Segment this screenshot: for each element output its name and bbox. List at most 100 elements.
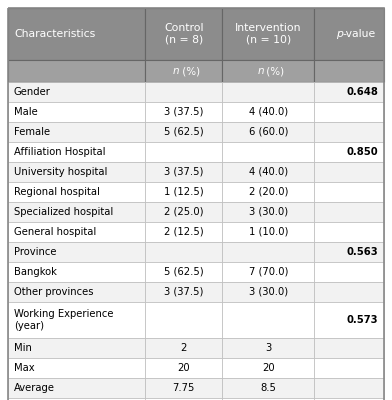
Text: 5 (62.5): 5 (62.5) <box>164 267 203 277</box>
Text: -value: -value <box>342 29 376 39</box>
Bar <box>222 8 314 60</box>
Bar <box>8 222 145 242</box>
Bar <box>314 338 384 358</box>
Bar <box>145 378 222 398</box>
Bar <box>222 282 314 302</box>
Bar <box>8 358 145 378</box>
Text: General hospital: General hospital <box>14 227 96 237</box>
Bar <box>145 222 222 242</box>
Bar <box>145 338 222 358</box>
Text: 20: 20 <box>262 363 275 373</box>
Text: Bangkok: Bangkok <box>14 267 57 277</box>
Text: 0.563: 0.563 <box>347 247 378 257</box>
Text: Min: Min <box>14 343 32 353</box>
Bar <box>222 202 314 222</box>
Text: n: n <box>258 66 264 76</box>
Bar <box>222 142 314 162</box>
Bar <box>222 82 314 102</box>
Bar <box>222 378 314 398</box>
Text: 3 (37.5): 3 (37.5) <box>164 167 203 177</box>
Bar <box>145 398 222 400</box>
Text: 0.573: 0.573 <box>347 315 378 325</box>
Text: 0.850: 0.850 <box>347 147 378 157</box>
Text: 4 (40.0): 4 (40.0) <box>249 167 288 177</box>
Text: 2 (12.5): 2 (12.5) <box>164 227 203 237</box>
Bar <box>314 142 384 162</box>
Bar <box>145 202 222 222</box>
Text: 4 (40.0): 4 (40.0) <box>249 107 288 117</box>
Bar <box>8 262 145 282</box>
Text: Female: Female <box>14 127 50 137</box>
Text: (%): (%) <box>263 66 285 76</box>
Text: Max: Max <box>14 363 34 373</box>
Bar <box>145 102 222 122</box>
Bar <box>145 262 222 282</box>
Bar <box>8 82 145 102</box>
Text: Working Experience
(year): Working Experience (year) <box>14 309 114 331</box>
Bar <box>314 282 384 302</box>
Bar <box>8 302 145 338</box>
Bar <box>8 182 145 202</box>
Text: 0.648: 0.648 <box>346 87 378 97</box>
Bar <box>222 262 314 282</box>
Bar <box>8 162 145 182</box>
Bar <box>314 302 384 338</box>
Bar <box>8 378 145 398</box>
Text: 6 (60.0): 6 (60.0) <box>249 127 288 137</box>
Text: Intervention
(n = 10): Intervention (n = 10) <box>235 23 301 45</box>
Bar <box>222 222 314 242</box>
Bar <box>314 162 384 182</box>
Bar <box>145 358 222 378</box>
Text: 2 (20.0): 2 (20.0) <box>249 187 288 197</box>
Bar <box>145 162 222 182</box>
Bar <box>145 60 222 82</box>
Bar <box>314 8 384 60</box>
Bar <box>222 242 314 262</box>
Text: 3: 3 <box>265 343 272 353</box>
Text: 3 (30.0): 3 (30.0) <box>249 287 288 297</box>
Bar <box>314 358 384 378</box>
Text: n: n <box>173 66 180 76</box>
Bar <box>8 338 145 358</box>
Bar <box>314 378 384 398</box>
Bar <box>8 398 145 400</box>
Text: 7.75: 7.75 <box>172 383 195 393</box>
Bar <box>8 60 145 82</box>
Bar <box>222 358 314 378</box>
Text: 20: 20 <box>178 363 190 373</box>
Bar <box>314 182 384 202</box>
Bar <box>314 82 384 102</box>
Bar <box>314 102 384 122</box>
Bar <box>222 60 314 82</box>
Bar <box>145 142 222 162</box>
Text: p: p <box>336 29 343 39</box>
Text: Specialized hospital: Specialized hospital <box>14 207 113 217</box>
Text: 2: 2 <box>181 343 187 353</box>
Text: Average: Average <box>14 383 55 393</box>
Text: University hospital: University hospital <box>14 167 107 177</box>
Bar <box>314 60 384 82</box>
Bar <box>222 302 314 338</box>
Text: 1 (12.5): 1 (12.5) <box>164 187 203 197</box>
Bar <box>222 338 314 358</box>
Bar <box>145 8 222 60</box>
Bar <box>222 162 314 182</box>
Text: 3 (30.0): 3 (30.0) <box>249 207 288 217</box>
Bar <box>222 122 314 142</box>
Bar <box>8 242 145 262</box>
Text: Province: Province <box>14 247 56 257</box>
Text: Male: Male <box>14 107 38 117</box>
Bar <box>8 8 145 60</box>
Text: 3 (37.5): 3 (37.5) <box>164 107 203 117</box>
Text: 7 (70.0): 7 (70.0) <box>249 267 288 277</box>
Text: 5 (62.5): 5 (62.5) <box>164 127 203 137</box>
Bar <box>145 122 222 142</box>
Bar <box>8 122 145 142</box>
Bar <box>8 202 145 222</box>
Bar <box>314 202 384 222</box>
Bar <box>314 262 384 282</box>
Bar <box>314 398 384 400</box>
Bar <box>145 302 222 338</box>
Text: 8.5: 8.5 <box>260 383 276 393</box>
Bar <box>145 282 222 302</box>
